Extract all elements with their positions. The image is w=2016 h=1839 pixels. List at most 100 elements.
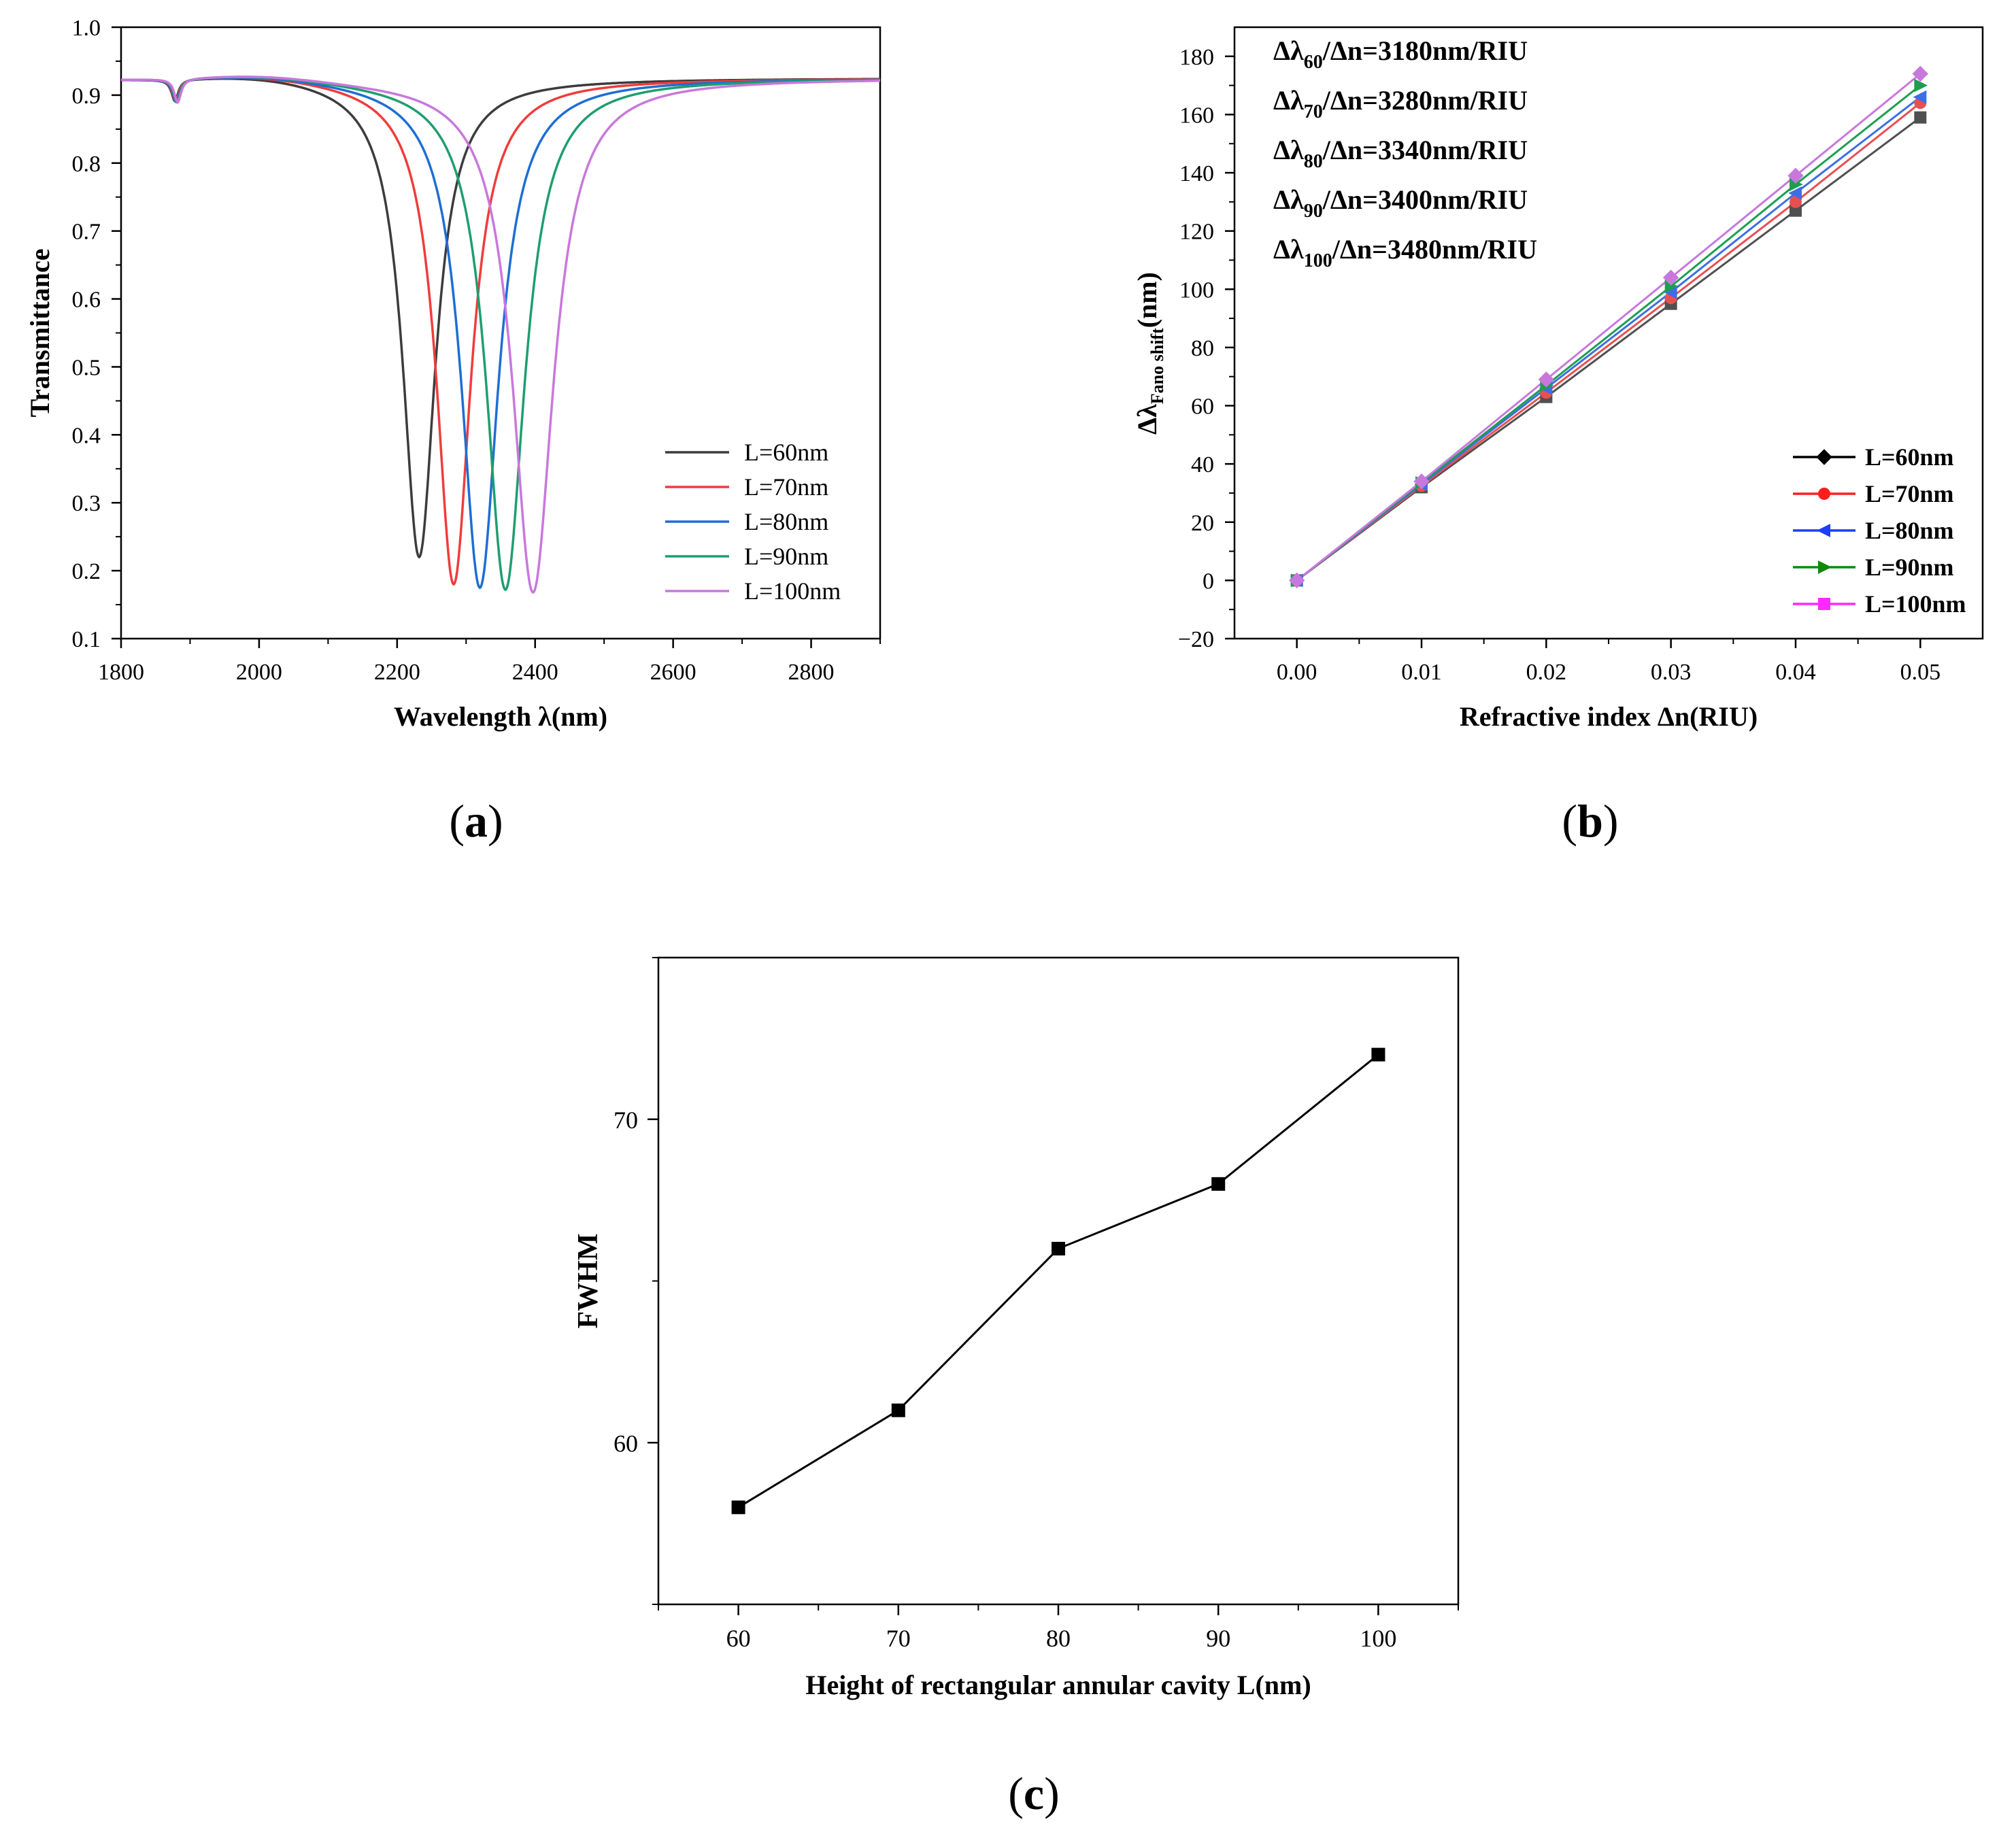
- panel-label-paren: (: [1008, 1768, 1024, 1819]
- legend-label: L=90nm: [1865, 554, 1954, 581]
- sensitivity-annotation: Δλ100/Δn=3480nm/RIU: [1273, 234, 1537, 271]
- data-point: [1371, 1047, 1385, 1062]
- y-tick-label: 60: [614, 1430, 638, 1457]
- data-point: [1788, 186, 1802, 200]
- y-tick-label: −20: [1178, 627, 1214, 652]
- legend-label: L=80nm: [1865, 517, 1954, 544]
- x-tick-label: 80: [1046, 1625, 1071, 1652]
- y-tick-label: 1.0: [72, 16, 101, 41]
- annotation-main: Δλ: [1273, 135, 1304, 165]
- x-tick-label: 0.05: [1900, 660, 1941, 685]
- legend-label: L=80nm: [744, 508, 828, 535]
- sensitivity-annotation: Δλ70/Δn=3280nm/RIU: [1273, 85, 1528, 122]
- panel-label-b: (b): [1562, 795, 1618, 847]
- data-point: [1787, 167, 1804, 184]
- legend-label: L=70nm: [1865, 480, 1954, 507]
- panel-b-chart: 0.00 0.01 0.02 0.03 0.04 0.05 −20 0 20 40 60 80 100 1…: [1132, 26, 1984, 847]
- y-tick-label: 40: [1191, 452, 1214, 477]
- series-line: [1296, 73, 1921, 581]
- y-tick-label: 0.7: [72, 220, 101, 245]
- y-tick-label: 0.5: [72, 355, 101, 380]
- y-tick-label: 0.1: [72, 627, 101, 652]
- x-axis-title: Refractive index Δn(RIU): [1460, 701, 1758, 732]
- y-tick-label: 0.4: [72, 423, 101, 448]
- x-tick-label: 90: [1206, 1625, 1230, 1652]
- y-tick-label: 0.2: [72, 559, 101, 584]
- x-tick-label: 70: [886, 1625, 911, 1652]
- annotation-main: Δλ: [1273, 85, 1304, 116]
- panel-label-letter: a: [465, 795, 488, 847]
- data-point: [1663, 285, 1677, 299]
- panel-label-paren: ): [488, 795, 503, 847]
- legend-label: L=90nm: [744, 543, 828, 570]
- annotation-rest: /Δn=3340nm/RIU: [1322, 135, 1528, 165]
- y-tick-label: 0: [1203, 569, 1214, 594]
- y-tick-label: 80: [1191, 336, 1214, 361]
- legend-marker: [1818, 598, 1830, 610]
- panel-label-paren: ): [1044, 1768, 1060, 1819]
- annotation-sub: 70: [1304, 101, 1323, 122]
- panel-label-paren: ): [1603, 795, 1619, 847]
- data-point: [1664, 280, 1679, 293]
- legend-marker: [1817, 524, 1830, 537]
- y-tick-label: 180: [1179, 45, 1214, 70]
- x-tick-label: 2000: [236, 660, 282, 685]
- annotation-rest: /Δn=3180nm/RIU: [1322, 35, 1528, 66]
- panel-label-letter: b: [1577, 795, 1603, 847]
- sensitivity-annotation: Δλ90/Δn=3400nm/RIU: [1273, 184, 1528, 222]
- sensitivity-annotation: Δλ60/Δn=3180nm/RIU: [1273, 35, 1528, 73]
- x-tick-label: 0.00: [1277, 660, 1317, 685]
- panel-a-chart: 1800 2000 2200 2400 2600 2800 0.1 0.2 0.3 0.4 0.5 0…: [24, 16, 881, 847]
- x-tick-label: 2400: [512, 660, 558, 685]
- y-tick-label: 0.9: [72, 84, 101, 109]
- data-point: [731, 1500, 745, 1515]
- x-tick-label: 0.02: [1526, 660, 1567, 685]
- y-tick-label: 20: [1191, 511, 1214, 536]
- data-point: [1288, 572, 1305, 589]
- y-axis-title-sub: Fano shift: [1147, 328, 1167, 404]
- x-axis-title: Wavelength λ(nm): [394, 701, 607, 732]
- legend-label: L=60nm: [744, 439, 828, 466]
- x-tick-label: 100: [1360, 1625, 1396, 1652]
- y-axis-title: FWHM: [573, 1234, 604, 1329]
- legend-label: L=100nm: [1865, 590, 1966, 618]
- plot-frame: [657, 956, 1460, 1606]
- y-tick-label: 0.8: [72, 152, 101, 177]
- y-tick-label: 100: [1179, 277, 1214, 303]
- legend-label: L=100nm: [744, 577, 841, 605]
- x-tick-label: 0.04: [1775, 660, 1816, 685]
- data-point: [1662, 269, 1679, 286]
- legend-label: L=60nm: [1865, 443, 1954, 471]
- y-tick-label: 0.6: [72, 288, 101, 313]
- annotation-sub: 100: [1304, 250, 1332, 271]
- annotation-main: Δλ: [1273, 184, 1304, 215]
- x-axis-title: Height of rectangular annular cavity L(n…: [805, 1670, 1311, 1700]
- legend-marker: [1818, 488, 1830, 500]
- data-point: [1914, 78, 1928, 92]
- y-tick-label: 0.3: [72, 491, 101, 516]
- data-point: [1413, 473, 1430, 490]
- y-tick-label: 160: [1179, 103, 1214, 128]
- annotation-sub: 80: [1304, 151, 1323, 172]
- series-line: [737, 1053, 1379, 1508]
- sensitivity-annotation: Δλ80/Δn=3340nm/RIU: [1273, 135, 1528, 172]
- panel-c-chart: 60 70 80 90 100 60 70 Height of rectangular ann…: [573, 956, 1460, 1819]
- annotation-sub: 60: [1304, 52, 1323, 73]
- panel-label-letter: c: [1024, 1768, 1044, 1819]
- data-point: [1790, 195, 1802, 208]
- data-point: [1913, 90, 1927, 104]
- y-axis-title: Transmittance: [24, 248, 55, 417]
- y-axis-title-main: Δλ: [1132, 404, 1162, 435]
- y-tick-label: 120: [1179, 220, 1214, 245]
- x-tick-label: 0.01: [1401, 660, 1442, 685]
- y-tick-label: 60: [1191, 394, 1214, 420]
- x-tick-label: 2600: [650, 660, 696, 685]
- data-point: [1914, 111, 1927, 124]
- legend-marker: [1818, 560, 1832, 574]
- x-tick-label: 2800: [788, 660, 835, 685]
- x-tick-label: 60: [726, 1625, 751, 1652]
- annotation-sub: 90: [1304, 201, 1323, 222]
- data-point: [1211, 1177, 1226, 1191]
- data-point: [1538, 371, 1555, 388]
